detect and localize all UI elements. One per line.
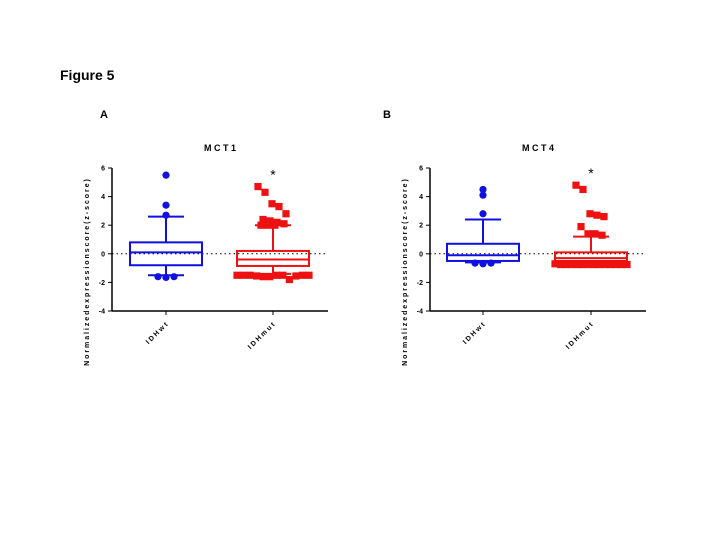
significance-marker: * (270, 167, 276, 183)
outlier-point (233, 271, 241, 279)
chart-panel-2: B M C T 4 N o r m a l i z e d e x p r e s … (383, 109, 646, 366)
x-tick-label: I D H w t (145, 321, 170, 346)
y-tick-label: 6 (419, 166, 423, 173)
outlier-point (606, 260, 614, 269)
panel-label: B (383, 109, 391, 121)
y-tick-label: 4 (101, 194, 105, 201)
outlier-point (590, 260, 598, 269)
outlier-point (282, 210, 290, 218)
chart-title: M C T 4 (522, 143, 554, 153)
panel-label: A (100, 109, 108, 121)
outlier-point (257, 221, 265, 229)
outlier-point (253, 272, 261, 280)
outlier-point (586, 210, 594, 218)
outlier-point (275, 203, 283, 211)
outlier-point (305, 271, 313, 279)
outlier-point (170, 273, 178, 281)
y-tick-label: -4 (417, 309, 423, 316)
outlier-point (298, 271, 307, 279)
outlier-point (584, 260, 592, 269)
outlier-point (572, 181, 580, 189)
y-tick-label: 4 (419, 194, 423, 201)
outlier-point (591, 230, 599, 238)
outlier-point (271, 221, 279, 229)
y-tick-label: -2 (99, 280, 105, 287)
outlier-point (556, 260, 565, 269)
outlier-point (272, 271, 280, 279)
y-axis-label: N o r m a l i z e d e x p r e s s i o n … (402, 179, 409, 366)
box-iqr (446, 242, 520, 262)
chart-panel-1: A M C T 1 N o r m a l i z e d e x p r e s … (84, 109, 328, 366)
outlier-point (279, 271, 287, 279)
outlier-point (598, 231, 606, 239)
outlier-point (573, 260, 581, 269)
x-tick-label: I D H m u t (565, 321, 595, 351)
y-tick-label: 2 (101, 223, 105, 230)
outlier-point (577, 223, 585, 231)
outlier-point (617, 260, 626, 269)
y-axis-label: N o r m a l i z e d e x p r e s s i o n … (84, 179, 91, 366)
outlier-point (595, 260, 603, 269)
outlier-point (479, 191, 487, 199)
outlier-point (551, 260, 559, 268)
outlier-point (239, 271, 248, 279)
y-tick-label: -4 (99, 309, 105, 316)
box-iqr (129, 241, 203, 267)
outlier-point (623, 260, 631, 269)
y-tick-label: 0 (101, 251, 105, 258)
outlier-point (292, 272, 300, 280)
outlier-point (268, 200, 276, 208)
outlier-point (593, 211, 601, 219)
outlier-point (579, 185, 587, 194)
outlier-point (261, 188, 269, 196)
x-tick-label: I D H w t (462, 321, 487, 346)
outlier-point (266, 217, 274, 225)
outlier-point (162, 211, 170, 219)
outlier-point (162, 171, 170, 179)
figure-title: Figure 5 (60, 67, 115, 83)
chart-title: M C T 1 (204, 143, 236, 153)
outlier-point (487, 259, 495, 267)
y-tick-label: 2 (419, 223, 423, 230)
outlier-point (266, 273, 274, 281)
outlier-point (264, 221, 272, 229)
box-iqr (236, 249, 310, 267)
outlier-point (285, 275, 293, 284)
outlier-point (154, 273, 162, 281)
outlier-point (162, 273, 170, 281)
outlier-point (479, 260, 487, 268)
outlier-point (280, 220, 288, 228)
y-tick-label: 0 (419, 251, 423, 258)
x-tick-label: I D H m u t (247, 321, 277, 351)
outlier-point (600, 213, 608, 221)
significance-marker: * (588, 165, 594, 181)
outlier-point (479, 210, 487, 218)
outlier-point (568, 260, 576, 269)
outlier-point (259, 215, 267, 224)
outlier-point (562, 260, 570, 269)
y-tick-label: -2 (417, 280, 423, 287)
y-tick-label: 6 (101, 166, 105, 173)
outlier-point (601, 260, 609, 269)
outlier-point (471, 259, 479, 267)
outlier-point (579, 260, 587, 269)
outlier-point (162, 201, 170, 209)
outlier-point (254, 182, 262, 191)
outlier-point (584, 230, 592, 238)
outlier-point (259, 273, 267, 281)
outlier-point (479, 185, 487, 194)
outlier-point (612, 260, 620, 269)
outlier-point (246, 271, 254, 279)
